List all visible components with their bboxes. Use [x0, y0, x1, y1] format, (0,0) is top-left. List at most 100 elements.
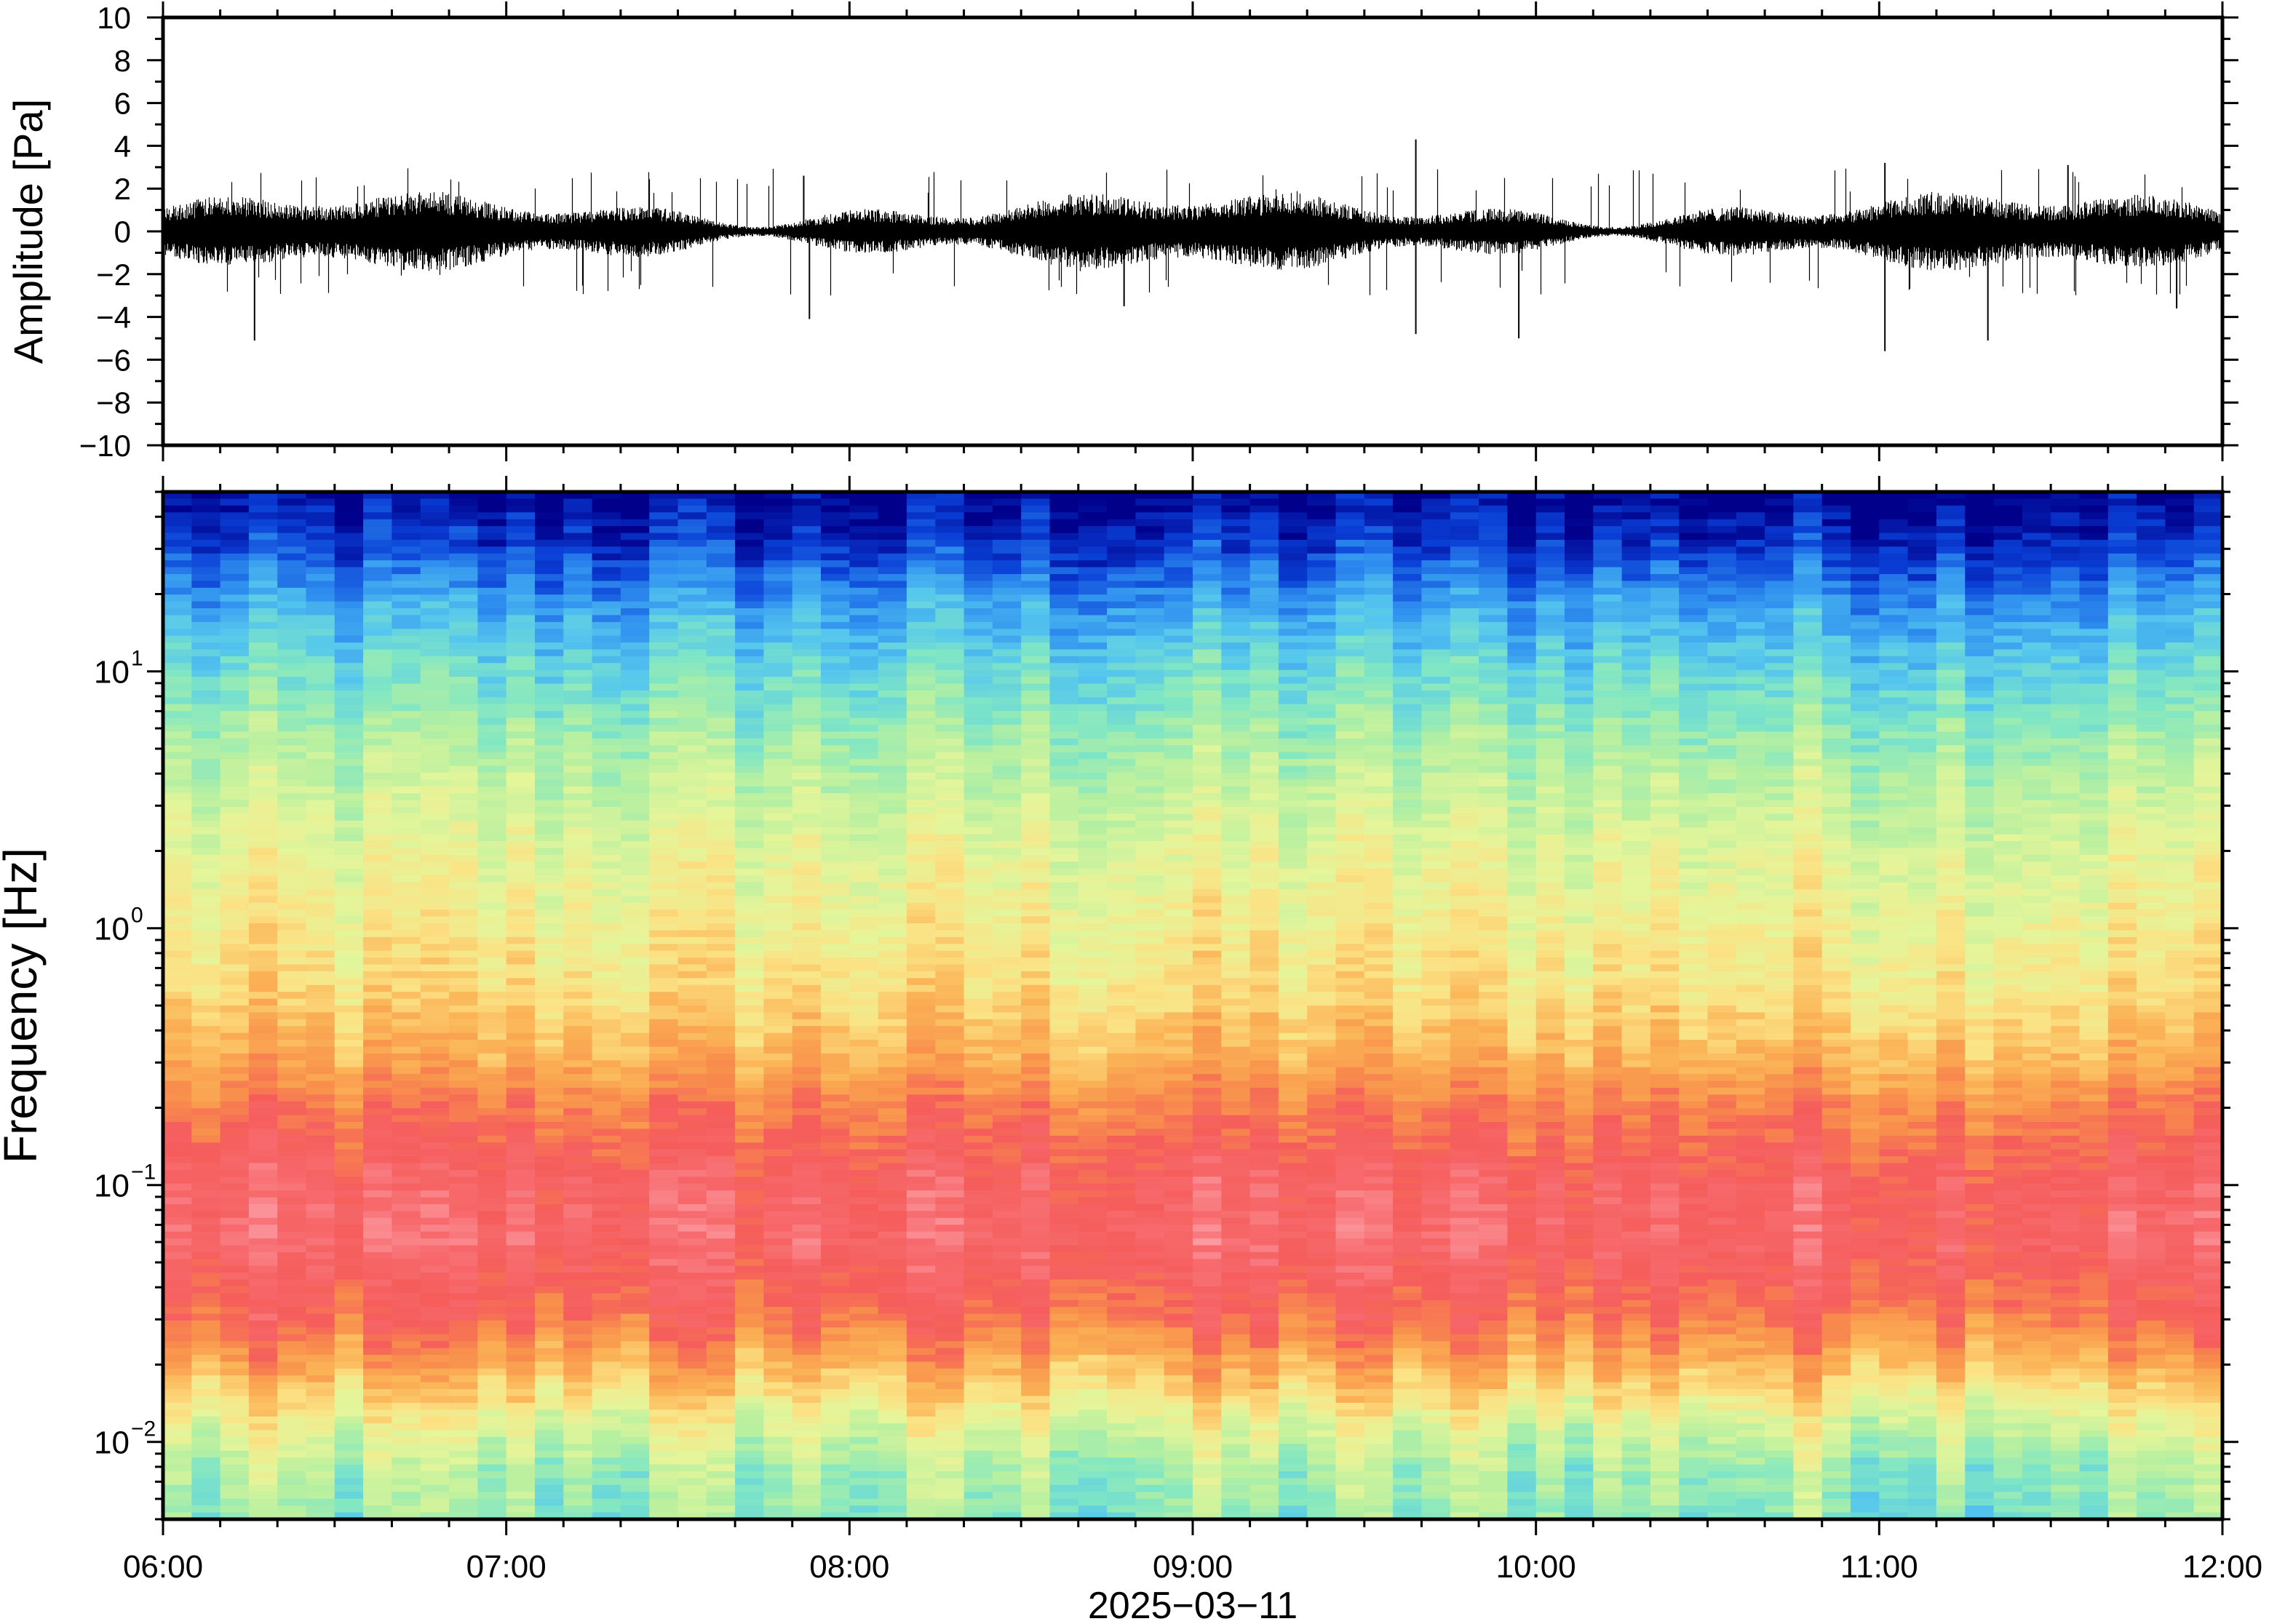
- spectrogram-cell: [535, 1012, 565, 1020]
- spectrogram-cell: [963, 1492, 993, 1500]
- spectrogram-cell: [220, 1416, 250, 1424]
- spectrogram-cell: [792, 1505, 822, 1513]
- spectrogram-cell: [821, 944, 851, 952]
- spectrogram-cell: [963, 738, 993, 747]
- spectrogram-cell: [649, 1012, 679, 1020]
- spectrogram-cell: [992, 635, 1022, 643]
- spectrogram-cell: [277, 896, 307, 904]
- spectrogram-cell: [563, 889, 593, 897]
- spectrogram-cell: [220, 1382, 250, 1390]
- spectrogram-cell: [449, 1032, 479, 1040]
- spectrogram-cell: [449, 669, 479, 677]
- spectrogram-cell: [1107, 587, 1137, 595]
- spectrogram-cell: [935, 882, 965, 890]
- spectrogram-cell: [392, 1101, 421, 1109]
- spectrogram-cell: [363, 690, 393, 698]
- spectrogram-cell: [163, 834, 193, 842]
- spectrogram-cell: [449, 971, 479, 979]
- spectrogram-cell: [963, 533, 993, 541]
- spectrogram-cell: [163, 992, 193, 1000]
- spectrogram-cell: [191, 1231, 221, 1239]
- spectrogram-cell: [821, 1006, 851, 1014]
- spectrogram-cell: [1021, 1416, 1051, 1424]
- spectrogram-cell: [506, 738, 536, 747]
- spectrogram-cell: [363, 992, 393, 1000]
- spectrogram-cell: [706, 1046, 736, 1054]
- spectrogram-cell: [220, 1211, 250, 1219]
- spectrogram-cell: [677, 649, 707, 657]
- spectrogram-cell: [191, 1053, 221, 1062]
- spectrogram-cell: [277, 1190, 307, 1198]
- spectrogram-cell: [163, 1026, 193, 1034]
- spectrogram-cell: [649, 1313, 679, 1321]
- spectrogram-cell: [620, 1231, 650, 1239]
- spectrogram-cell: [1021, 1135, 1051, 1144]
- spectrogram-cell: [849, 1299, 879, 1307]
- spectrogram-cell: [1049, 779, 1079, 787]
- spectrogram-cell: [449, 629, 479, 637]
- spectrogram-cell: [506, 526, 536, 534]
- spectrogram-cell: [449, 1053, 479, 1062]
- spectrogram-cell: [506, 635, 536, 643]
- spectrogram-cell: [334, 669, 364, 677]
- spectrogram-cell: [420, 854, 450, 863]
- spectrogram-cell: [821, 1060, 851, 1068]
- spectrogram-cell: [792, 868, 822, 876]
- spectrogram-cell: [334, 1334, 364, 1342]
- spectrogram-cell: [1078, 889, 1108, 897]
- spectrogram-cell: [849, 574, 879, 582]
- spectrogram-cell: [449, 848, 479, 856]
- spectrogram-cell: [821, 587, 851, 595]
- spectrogram-cell: [191, 1334, 221, 1342]
- spectrogram-cell: [620, 546, 650, 554]
- spectrogram-cell: [649, 1108, 679, 1116]
- spectrogram-cell: [535, 1334, 565, 1342]
- spectrogram-cell: [363, 752, 393, 760]
- spectrogram-cell: [477, 1361, 507, 1369]
- spectrogram-cell: [1021, 587, 1051, 595]
- spectrogram-cell: [420, 1149, 450, 1157]
- spectrogram-cell: [277, 1396, 307, 1404]
- spectrogram-cell: [935, 800, 965, 808]
- spectrogram-cell: [1049, 1416, 1079, 1424]
- spectrogram-cell: [220, 704, 250, 712]
- spectrogram-cell: [1078, 1464, 1108, 1472]
- spectrogram-cell: [849, 793, 879, 801]
- spectrogram-cell: [191, 683, 221, 691]
- spectrogram-cell: [563, 1251, 593, 1260]
- spectrogram-cell: [477, 827, 507, 835]
- spectrogram-cell: [906, 1403, 936, 1411]
- spectrogram-cell: [792, 813, 822, 821]
- spectrogram-cell: [677, 1286, 707, 1294]
- spectrogram-cell: [191, 1156, 221, 1164]
- spectrogram-cell: [821, 1498, 851, 1506]
- spectrogram-cell: [992, 1498, 1022, 1506]
- spectrogram-cell: [963, 608, 993, 616]
- spectrogram-cell: [849, 1279, 879, 1287]
- spectrogram-cell: [1021, 1060, 1051, 1068]
- spectrogram-cell: [620, 1169, 650, 1178]
- spectrogram-cell: [477, 717, 507, 725]
- spectrogram-cell: [248, 1403, 278, 1411]
- spectrogram-cell: [735, 902, 765, 910]
- spectrogram-cell: [363, 526, 393, 534]
- spectrogram-cell: [849, 813, 879, 821]
- spectrogram-cell: [477, 546, 507, 554]
- spectrogram-cell: [392, 656, 421, 664]
- spectrogram-cell: [849, 1190, 879, 1198]
- spectrogram-cell: [906, 1108, 936, 1116]
- spectrogram-cell: [334, 772, 364, 781]
- spectrogram-cell: [220, 553, 250, 561]
- spectrogram-cell: [1078, 683, 1108, 691]
- spectrogram-cell: [620, 1108, 650, 1116]
- spectrogram-cell: [649, 1430, 679, 1438]
- spectrogram-cell: [420, 1142, 450, 1150]
- spectrogram-cell: [420, 1299, 450, 1307]
- spectrogram-cell: [677, 1251, 707, 1260]
- spectrogram-cell: [706, 1273, 736, 1281]
- spectrogram-cell: [306, 772, 335, 781]
- spectrogram-cell: [506, 1423, 536, 1431]
- spectrogram-cell: [735, 690, 765, 698]
- spectrogram-cell: [191, 1108, 221, 1116]
- spectrogram-cell: [620, 875, 650, 883]
